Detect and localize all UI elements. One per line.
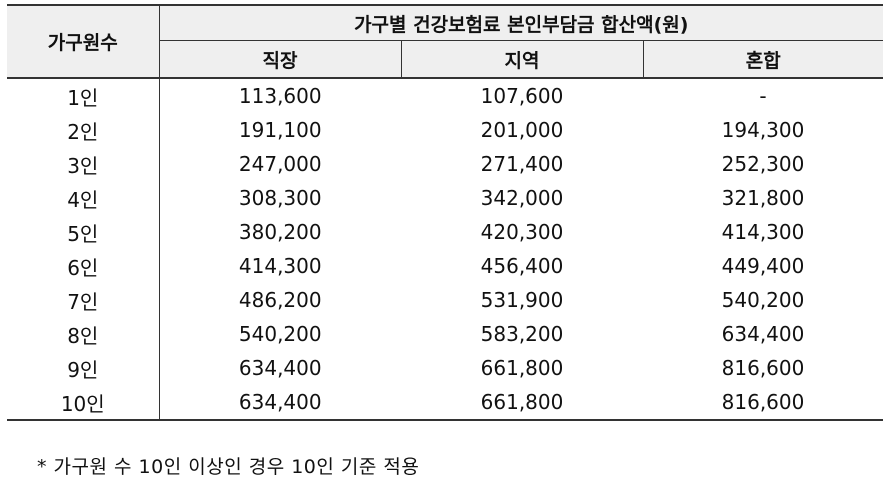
employee-premium-cell: 540,200 <box>238 322 322 346</box>
footnote: * 가구원 수 10인 이상인 경우 10인 기준 적용 <box>37 456 420 478</box>
column-header-mixed: 혼합 <box>642 40 883 79</box>
regional-premium-cell: 531,900 <box>480 288 564 312</box>
household-size-cell: 5인 <box>7 215 160 249</box>
household-size-cell: 8인 <box>7 317 160 351</box>
column-header-regional: 지역 <box>400 40 643 79</box>
table-row: 3인 247,000 271,400 252,300 <box>7 147 883 181</box>
table-body: 1인 113,600 107,600 - 2인 191,100 201,000 … <box>7 78 883 421</box>
table-row: 5인 380,200 420,300 414,300 <box>7 215 883 249</box>
household-size-cell: 1인 <box>7 78 160 113</box>
table-row: 9인 634,400 661,800 816,600 <box>7 351 883 385</box>
household-size-cell: 7인 <box>7 283 160 317</box>
employee-premium-cell: 634,400 <box>238 356 322 380</box>
employee-premium-cell: 308,300 <box>238 186 322 210</box>
table-row: 4인 308,300 342,000 321,800 <box>7 181 883 215</box>
table-header: 가구원수 가구별 건강보험료 본인부담금 합산액(원) 직장 지역 혼합 <box>7 4 883 79</box>
table-row: 6인 414,300 456,400 449,400 <box>7 249 883 283</box>
mixed-premium-cell: 321,800 <box>721 186 805 210</box>
health-insurance-table: 가구원수 가구별 건강보험료 본인부담금 합산액(원) 직장 지역 혼합 1인 … <box>7 4 883 421</box>
regional-premium-cell: 583,200 <box>480 322 564 346</box>
mixed-premium-cell: 414,300 <box>721 220 805 244</box>
mixed-premium-cell: 194,300 <box>721 118 805 142</box>
table-row: 2인 191,100 201,000 194,300 <box>7 113 883 147</box>
table-row: 8인 540,200 583,200 634,400 <box>7 317 883 351</box>
mixed-premium-cell: 816,600 <box>721 356 805 380</box>
employee-premium-cell: 486,200 <box>238 288 322 312</box>
employee-premium-cell: 247,000 <box>238 152 322 176</box>
regional-premium-cell: 661,800 <box>401 385 643 421</box>
employee-premium-cell: 380,200 <box>238 220 322 244</box>
table-row: 10인 634,400 661,800 816,600 <box>7 385 883 421</box>
household-size-cell: 10인 <box>7 385 160 421</box>
household-size-cell: 2인 <box>7 113 160 147</box>
mixed-premium-cell: - <box>759 84 767 108</box>
mixed-premium-cell: 816,600 <box>643 385 883 421</box>
regional-premium-cell: 201,000 <box>480 118 564 142</box>
mixed-premium-cell: 449,400 <box>721 254 805 278</box>
employee-premium-cell: 113,600 <box>238 84 322 108</box>
employee-premium-cell: 414,300 <box>238 254 322 278</box>
mixed-premium-cell: 252,300 <box>721 152 805 176</box>
household-size-cell: 9인 <box>7 351 160 385</box>
table-row: 1인 113,600 107,600 - <box>7 78 883 113</box>
table-row: 7인 486,200 531,900 540,200 <box>7 283 883 317</box>
regional-premium-cell: 456,400 <box>480 254 564 278</box>
premium-group-header: 가구별 건강보험료 본인부담금 합산액(원) <box>159 4 883 41</box>
mixed-premium-cell: 634,400 <box>721 322 805 346</box>
household-size-cell: 4인 <box>7 181 160 215</box>
employee-premium-cell: 634,400 <box>159 385 401 421</box>
mixed-premium-cell: 540,200 <box>721 288 805 312</box>
premium-table-container: 가구원수 가구별 건강보험료 본인부담금 합산액(원) 직장 지역 혼합 1인 … <box>7 4 883 421</box>
regional-premium-cell: 661,800 <box>480 356 564 380</box>
household-size-cell: 6인 <box>7 249 160 283</box>
household-size-cell: 3인 <box>7 147 160 181</box>
regional-premium-cell: 342,000 <box>480 186 564 210</box>
column-header-employee: 직장 <box>159 40 401 79</box>
regional-premium-cell: 420,300 <box>480 220 564 244</box>
regional-premium-cell: 107,600 <box>480 84 564 108</box>
employee-premium-cell: 191,100 <box>238 118 322 142</box>
household-size-header: 가구원수 <box>7 4 160 79</box>
regional-premium-cell: 271,400 <box>480 152 564 176</box>
